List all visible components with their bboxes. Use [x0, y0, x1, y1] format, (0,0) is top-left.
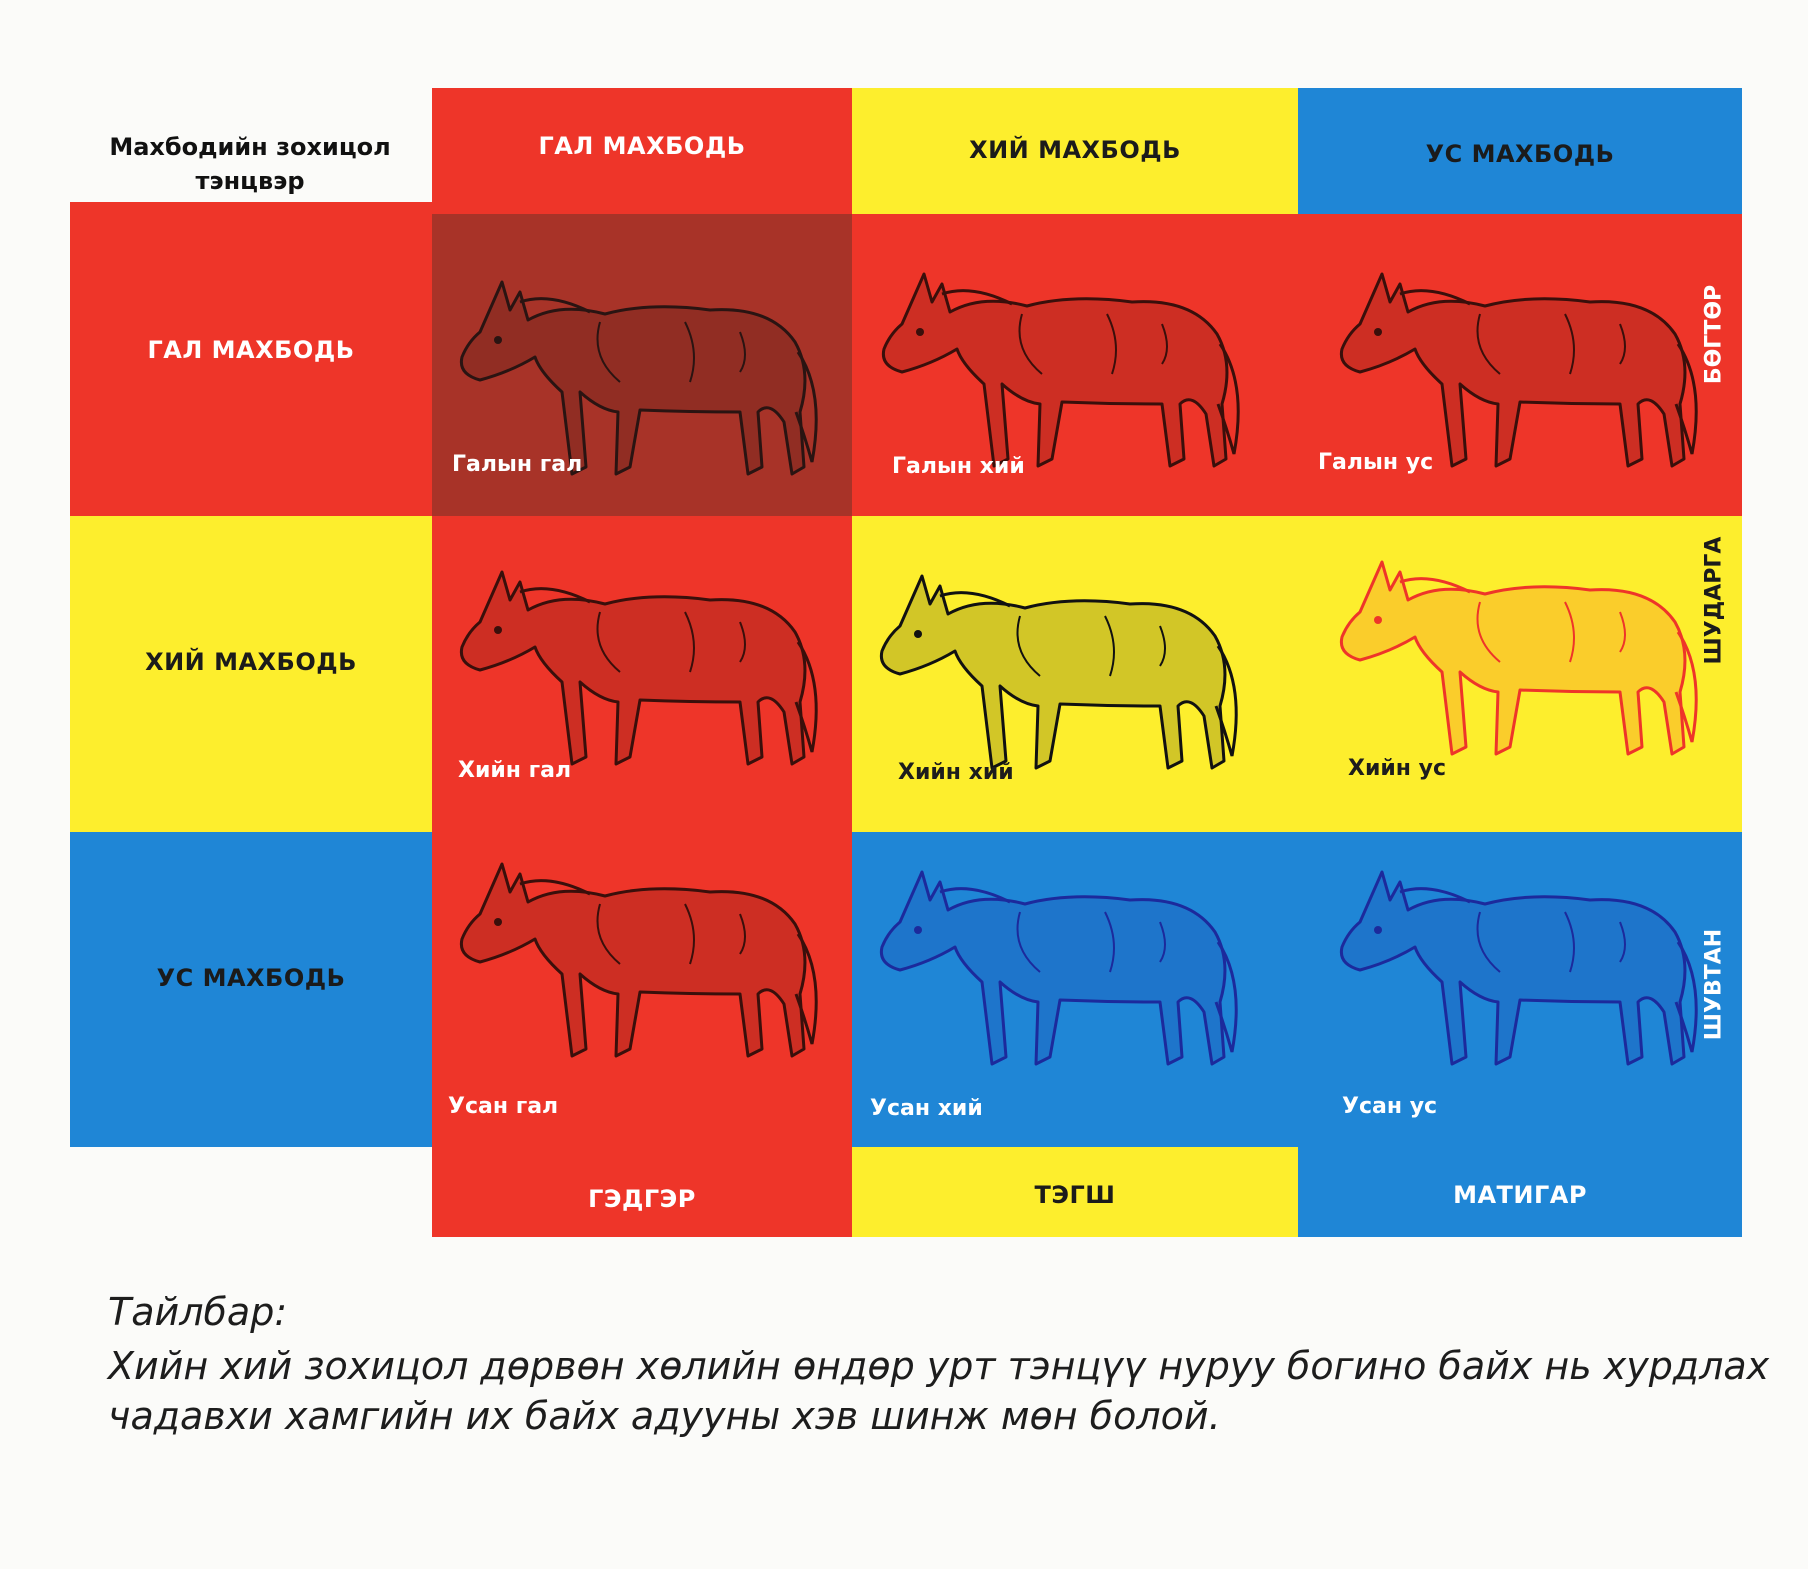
horse-drawing — [862, 254, 1262, 484]
row-header-water-label: УС МАХБОДЬ — [156, 964, 346, 992]
bottom-band-air: ТЭГШ — [852, 1147, 1298, 1237]
bottom-label-matigar: МАТИГАР — [1453, 1181, 1587, 1209]
matrix-title: Махбодийн зохицол тэнцвэр — [109, 133, 391, 195]
bottom-label-gedger: ГЭДГЭР — [588, 1185, 696, 1213]
cell-label: Усан гал — [448, 1094, 559, 1119]
right-label-shudarga: ШУДАРГА — [1701, 536, 1727, 665]
cell-water-water: Усан ус — [1298, 832, 1742, 1147]
column-header-water-label: УС МАХБОДЬ — [1425, 140, 1615, 168]
caption-line-2: чадавхи хамгийн их байх адууны хэв шинж … — [108, 1394, 1221, 1438]
row-header-fire-label: ГАЛ МАХБОДЬ — [147, 336, 355, 364]
cell-water-fire: Усан гал — [432, 832, 852, 1147]
cell-fire-water: Галын ус — [1298, 214, 1742, 516]
cell-fire-air: Галын хий — [852, 214, 1298, 516]
column-header-air-label: ХИЙ МАХБОДЬ — [969, 136, 1181, 164]
row-header-air: ХИЙ МАХБОДЬ — [70, 516, 432, 832]
cell-label: Хийн хий — [898, 760, 1014, 785]
cell-air-air: Хийн хий — [852, 516, 1298, 832]
bottom-band-fire: ГЭДГЭР — [432, 1147, 852, 1237]
cell-fire-fire: Галын гал — [432, 214, 852, 516]
bottom-band-water: МАТИГАР — [1298, 1147, 1742, 1237]
column-header-water: УС МАХБОДЬ — [1298, 88, 1742, 214]
cell-label: Усан ус — [1342, 1094, 1438, 1119]
right-label-shuvtan: ШУВТАН — [1701, 928, 1727, 1041]
caption-heading: Тайлбар: — [108, 1290, 288, 1334]
cell-water-air: Усан хий — [852, 832, 1298, 1147]
horse-drawing — [1320, 852, 1720, 1082]
horse-drawing — [440, 844, 840, 1074]
cell-label: Усан хий — [870, 1096, 983, 1121]
horse-drawing — [860, 852, 1260, 1082]
bottom-label-tegsh: ТЭГШ — [1034, 1181, 1116, 1209]
row-header-water: УС МАХБОДЬ — [70, 832, 432, 1147]
row-header-fire: ГАЛ МАХБОДЬ — [70, 202, 432, 516]
horse-drawing — [860, 556, 1260, 786]
horse-drawing — [440, 552, 840, 782]
cell-label: Галын гал — [452, 452, 583, 477]
cell-air-fire: Хийн гал — [432, 516, 852, 832]
cell-label: Галын ус — [1318, 450, 1434, 475]
caption-line-1: Хийн хий зохицол дөрвөн хөлийн өндөр урт… — [108, 1344, 1770, 1388]
row-header-air-label: ХИЙ МАХБОДЬ — [145, 648, 357, 676]
column-header-fire-label: ГАЛ МАХБОДЬ — [538, 132, 746, 160]
column-header-fire: ГАЛ МАХБОДЬ — [432, 88, 852, 214]
cell-label: Галын хий — [892, 454, 1025, 479]
cell-air-water: Хийн ус — [1298, 516, 1742, 832]
right-label-bogtor: БӨГТӨР — [1701, 284, 1727, 385]
horse-drawing — [1320, 542, 1720, 772]
cell-label: Хийн гал — [458, 758, 572, 783]
cell-label: Хийн ус — [1348, 756, 1447, 781]
column-header-air: ХИЙ МАХБОДЬ — [852, 88, 1298, 214]
